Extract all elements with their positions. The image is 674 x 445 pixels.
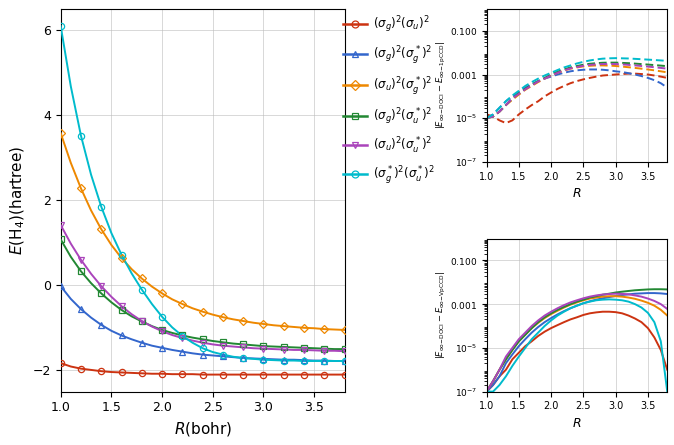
Legend: $(\sigma_g)^2(\sigma_u)^2$, $(\sigma_g)^2(\sigma_g^*)^2$, $(\sigma_u)^2(\sigma_g: $(\sigma_g)^2(\sigma_u)^2$, $(\sigma_g)^… [344,15,435,186]
X-axis label: $R$: $R$ [572,187,582,200]
X-axis label: $R$: $R$ [572,417,582,430]
Y-axis label: $|E_{\rm oo\!-\!DOCI} - E_{\rm oo\!-\!1pCCD}|$: $|E_{\rm oo\!-\!DOCI} - E_{\rm oo\!-\!1p… [435,41,448,129]
Y-axis label: $E(\mathrm{H_4})$(hartree): $E(\mathrm{H_4})$(hartree) [9,146,27,255]
Y-axis label: $|E_{\rm oo\!-\!DOCI} - E_{\rm oo\!-\!VpCCD}|$: $|E_{\rm oo\!-\!DOCI} - E_{\rm oo\!-\!Vp… [435,271,448,359]
X-axis label: $R$(bohr): $R$(bohr) [174,420,232,438]
